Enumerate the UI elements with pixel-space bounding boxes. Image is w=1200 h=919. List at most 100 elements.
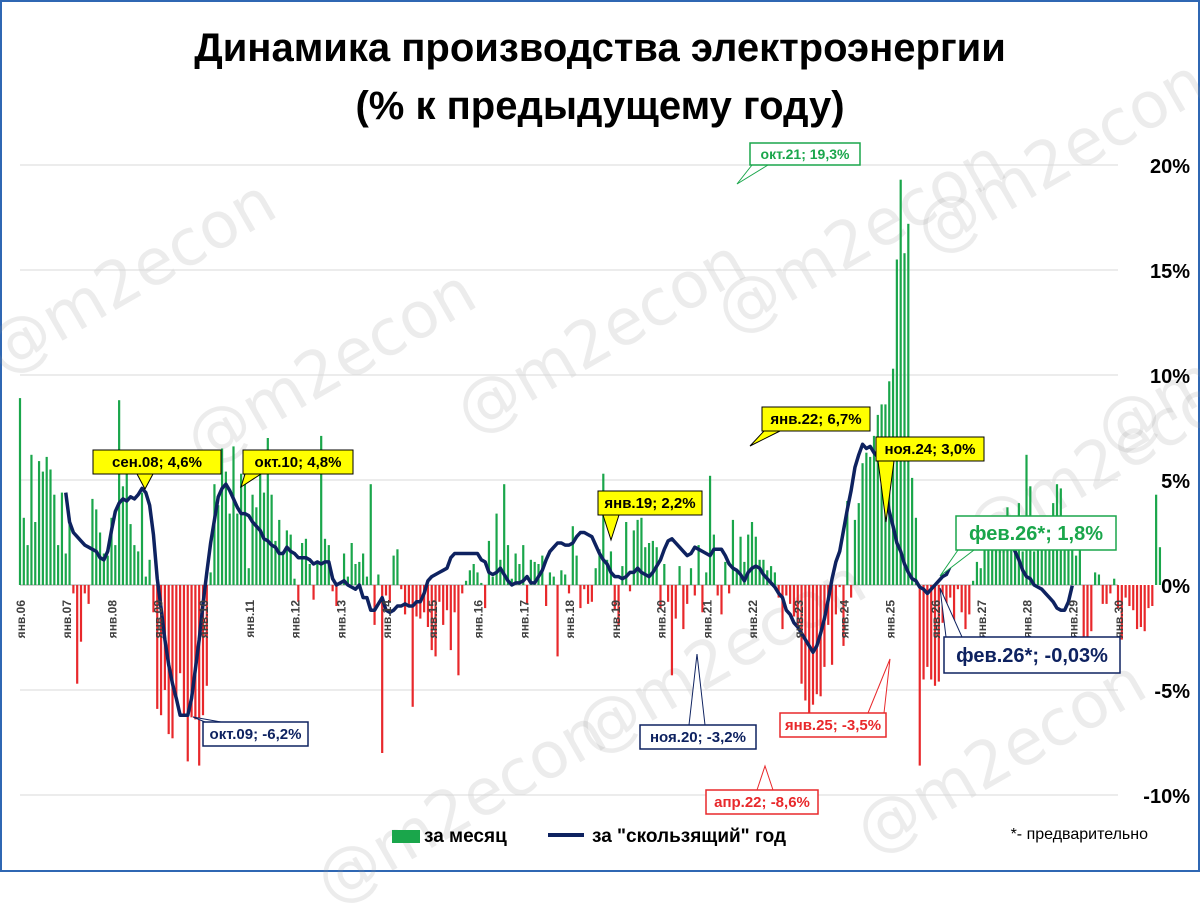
bar	[590, 585, 593, 602]
bar	[945, 585, 948, 604]
bar	[388, 585, 391, 602]
bar	[49, 469, 52, 585]
bar	[712, 534, 715, 585]
bar	[152, 585, 155, 613]
bar	[743, 561, 746, 585]
bar	[503, 484, 506, 585]
bar	[598, 549, 601, 585]
callout-navy: окт.09; -6,2%	[192, 716, 309, 747]
x-tick-label: янв.24	[838, 600, 852, 639]
bar	[125, 454, 128, 585]
y-tick-label: 5%	[1161, 471, 1190, 493]
bar	[644, 547, 647, 585]
bar	[133, 545, 136, 585]
bar	[140, 492, 144, 585]
bar	[789, 585, 792, 604]
bar	[259, 463, 262, 585]
callout-label: окт.10; 4,8%	[255, 454, 342, 471]
bar	[346, 576, 349, 585]
bar	[632, 530, 635, 585]
bar	[522, 545, 525, 585]
bar	[434, 585, 437, 657]
callout-box	[779, 712, 887, 738]
callout-box	[202, 721, 309, 747]
bar	[289, 534, 292, 585]
bar	[400, 585, 403, 590]
bar	[659, 585, 662, 609]
bar	[701, 585, 704, 613]
y-tick-label: 0%	[1161, 576, 1190, 598]
callout-label: фев.26*; 1,8%	[969, 523, 1103, 545]
bar	[914, 517, 918, 585]
bar	[560, 570, 563, 585]
y-tick-label: -10%	[1143, 786, 1190, 808]
bar	[1116, 585, 1120, 609]
bar	[983, 536, 986, 585]
callout-label: фев.26*; -0,03%	[956, 645, 1108, 667]
bar	[548, 572, 552, 585]
callout-yellow: окт.10; 4,8%	[240, 449, 354, 489]
bar	[1082, 585, 1085, 659]
bar	[171, 585, 174, 739]
bar	[545, 585, 548, 606]
bar	[426, 585, 430, 627]
bar	[830, 585, 834, 665]
bar	[384, 585, 388, 596]
bar	[647, 543, 651, 585]
callout-pointer	[688, 653, 706, 726]
bar	[823, 585, 826, 667]
bar	[381, 585, 384, 753]
legend-rolling: за "скользящий" год	[548, 826, 786, 848]
bar	[571, 526, 574, 585]
bar	[495, 513, 498, 585]
x-tick-label: янв.21	[700, 600, 714, 639]
bar	[251, 494, 254, 585]
bar	[911, 477, 914, 585]
bar	[213, 484, 216, 585]
bar	[335, 585, 338, 606]
callout-box	[955, 515, 1117, 551]
callout-pointer	[736, 164, 769, 185]
x-tick-label: янв.15	[426, 600, 440, 639]
callout-pointer	[136, 473, 154, 491]
bar	[586, 585, 590, 604]
bar	[930, 585, 933, 680]
bar	[739, 536, 742, 585]
callout-box	[875, 436, 985, 462]
bar	[285, 530, 288, 585]
bar	[693, 585, 696, 596]
bar	[747, 534, 750, 585]
bar	[937, 585, 940, 682]
bar	[442, 585, 445, 625]
x-tick-label: янв.23	[792, 600, 806, 639]
bar	[457, 585, 460, 676]
bar	[403, 585, 407, 615]
bar	[1113, 578, 1116, 585]
legend-rolling-swatch	[548, 833, 584, 837]
x-tick-label: янв.12	[289, 600, 303, 639]
x-tick-label: янв.16	[472, 600, 486, 639]
bar	[979, 568, 982, 585]
bar	[159, 585, 163, 716]
bar	[949, 585, 952, 598]
bar	[525, 585, 529, 604]
legend-monthly: за месяц	[392, 826, 507, 848]
callout-box	[639, 724, 757, 750]
bar	[853, 519, 857, 585]
bar	[1124, 585, 1127, 598]
bar	[487, 540, 491, 585]
bar	[438, 585, 441, 602]
bar	[972, 580, 975, 585]
callout-label: ноя.24; 3,0%	[885, 441, 976, 458]
callout-navy: ноя.20; -3,2%	[639, 653, 757, 750]
bar	[720, 585, 723, 615]
bar	[266, 438, 269, 585]
bar	[579, 585, 582, 609]
bar	[842, 585, 845, 646]
bar	[991, 538, 994, 585]
bar	[129, 524, 132, 585]
bar	[37, 461, 41, 585]
bar	[781, 585, 784, 630]
bar	[247, 568, 250, 585]
bar	[769, 566, 773, 585]
